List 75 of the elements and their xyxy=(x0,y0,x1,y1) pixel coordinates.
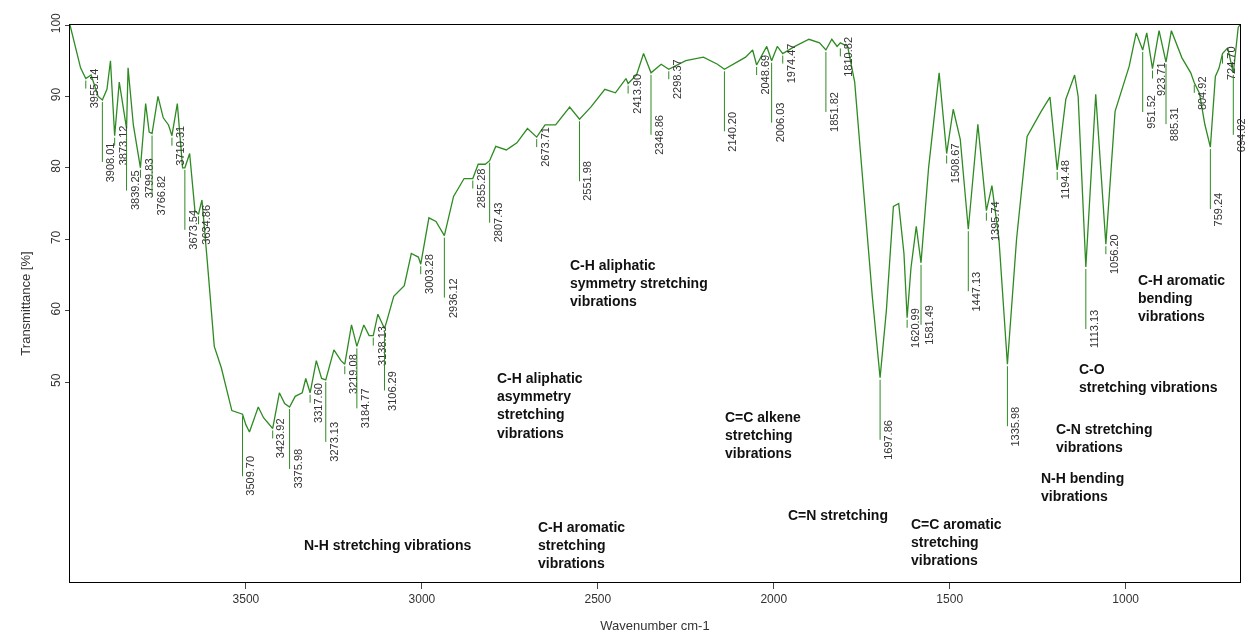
x-tick-label: 1000 xyxy=(1112,592,1140,607)
annotation: 1113.13 xyxy=(1087,309,1100,348)
annotation: 1810.82 xyxy=(841,36,854,77)
annotation: 3184.77 xyxy=(358,388,371,429)
annotation: 1335.98 xyxy=(1009,406,1022,447)
annotation: 1056.20 xyxy=(1107,234,1120,275)
annotation: 2936.12 xyxy=(446,278,459,319)
annotation: 885.31 xyxy=(1167,107,1180,142)
annotation: 2048.69 xyxy=(758,54,771,95)
annotation: 3799.83 xyxy=(142,158,155,199)
annotation: N-H stretching vibrations xyxy=(304,537,472,553)
y-tick-label: 80 xyxy=(49,159,64,173)
annotation: 3003.28 xyxy=(422,254,435,294)
annotation: 1395.74 xyxy=(988,201,1001,242)
annotation: 2673.71 xyxy=(538,127,551,167)
y-tick-label: 50 xyxy=(49,373,64,387)
annotation: 3839.25 xyxy=(129,170,142,211)
annotation: 1697.86 xyxy=(882,420,895,460)
annotation: C-H aliphatic symmetry stretching vibrations xyxy=(570,257,708,310)
annotation: 923.71 xyxy=(1154,62,1167,97)
y-tick-label: 90 xyxy=(49,87,64,102)
x-tick-label: 2500 xyxy=(584,592,612,607)
annotation: C-H aliphatic asymmetry stretching vibrations xyxy=(497,370,583,441)
annotation: 804.92 xyxy=(1196,76,1209,111)
annotation: 1974.47 xyxy=(785,43,798,84)
annotation: 1447.13 xyxy=(970,271,983,312)
annotation: 3955.14 xyxy=(88,68,101,109)
x-tick-label: 1500 xyxy=(936,592,964,607)
x-tick-label: 3000 xyxy=(408,592,436,607)
annotation: 3673.54 xyxy=(187,209,200,250)
x-axis-title: Wavenumber cm-1 xyxy=(600,618,710,633)
y-tick-label: 60 xyxy=(49,301,64,316)
annotation: 3317.60 xyxy=(312,383,325,423)
annotation: 2551.98 xyxy=(581,161,594,201)
annotation: 3766.82 xyxy=(154,175,167,216)
y-tick-label: 100 xyxy=(49,12,64,34)
annotation: 3873.12 xyxy=(116,125,129,166)
annotation: 3106.29 xyxy=(385,371,398,411)
annotation: 724.70 xyxy=(1224,46,1237,81)
x-tick-label: 3500 xyxy=(232,592,260,607)
annotation: 2413.90 xyxy=(630,73,643,114)
annotation: 694.02 xyxy=(1235,118,1248,153)
annotation: C-H aromatic bending vibrations xyxy=(1138,272,1226,325)
annotation: 1508.67 xyxy=(949,143,962,184)
annotation: 1851.82 xyxy=(827,92,840,132)
y-axis-title: Transmittance [%] xyxy=(18,251,34,356)
annotation: 3138.13 xyxy=(375,326,388,366)
annotation: 1581.49 xyxy=(923,305,936,345)
annotation: C=C alkene stretching vibrations xyxy=(725,409,802,462)
y-tick-label: 70 xyxy=(49,230,64,245)
annotation: 2807.43 xyxy=(491,202,504,243)
annotation: N-H bending vibrations xyxy=(1041,470,1125,505)
annotation: 3634.86 xyxy=(200,204,213,245)
annotation: 1620.99 xyxy=(909,308,922,348)
annotation: C=C aromatic stretching vibrations xyxy=(911,516,1002,569)
annotation: 3219.08 xyxy=(346,354,359,394)
annotation: 2298.37 xyxy=(670,59,683,100)
annotation: 2006.03 xyxy=(773,102,786,143)
annotation: 3375.98 xyxy=(291,448,304,489)
annotation: 2348.86 xyxy=(653,115,666,155)
annotation: 3710.31 xyxy=(174,125,187,166)
annotation: 3423.92 xyxy=(274,418,287,459)
annotation: C-O stretching vibrations xyxy=(1079,361,1218,396)
annotation: 759.24 xyxy=(1212,192,1225,227)
annotation: 951.52 xyxy=(1144,95,1157,129)
annotation: 2855.28 xyxy=(475,168,488,209)
x-tick-label: 2000 xyxy=(760,592,788,607)
annotation: 3509.70 xyxy=(244,455,257,496)
annotation: C=N stretching xyxy=(788,507,888,523)
annotation: C-H aromatic stretching vibrations xyxy=(538,519,626,572)
annotation: 1194.48 xyxy=(1059,160,1072,200)
annotation: 2140.20 xyxy=(726,111,739,152)
annotation: 3908.01 xyxy=(104,142,117,183)
annotation: 3273.13 xyxy=(327,421,340,462)
annotation: C-N stretching vibrations xyxy=(1056,421,1153,456)
